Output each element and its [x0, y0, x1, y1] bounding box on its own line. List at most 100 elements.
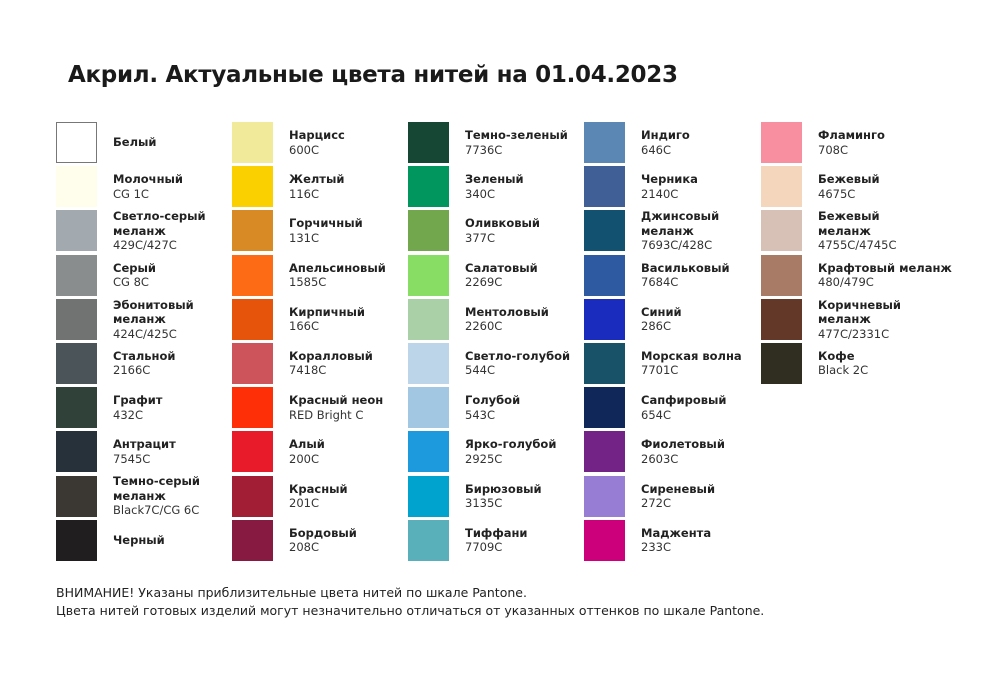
color-item: Сапфировый 654C: [584, 387, 760, 431]
color-name: Горчичный: [289, 216, 363, 231]
color-item: Красный неон RED Bright C: [232, 387, 408, 431]
color-swatch: [408, 342, 449, 384]
pantone-code: 2269C: [465, 275, 503, 290]
color-swatch: [584, 298, 625, 340]
pantone-code: 2260C: [465, 319, 503, 334]
pantone-code: 646C: [641, 142, 671, 157]
pantone-code: 7545C: [113, 451, 151, 466]
color-item: Черника 2140C: [584, 166, 760, 210]
color-name: Красный неон: [289, 393, 384, 408]
color-swatch: [56, 298, 97, 340]
color-name: Черника: [641, 172, 698, 187]
color-column: Белый Молочный CG 1C Светло-серый меланж 429C…: [56, 122, 232, 564]
color-item: Графит 432C: [56, 387, 232, 431]
pantone-code: 3135C: [465, 496, 503, 510]
color-name: Светло-серый меланж: [113, 209, 206, 238]
color-item: Черный: [56, 519, 232, 564]
color-swatch: [232, 298, 273, 340]
color-swatch: [408, 166, 449, 208]
color-item: Кирпичный 166C: [232, 298, 408, 343]
color-swatch: [761, 298, 802, 340]
color-item: Апельсиновый 1585C: [232, 254, 408, 299]
color-item: Стальной 2166C: [56, 342, 232, 387]
color-name: Апельсиновый: [289, 260, 386, 275]
color-name: Фиолетовый: [641, 437, 725, 452]
color-name: Белый: [113, 135, 157, 150]
pantone-code: 116C: [289, 186, 319, 201]
pantone-code: 1585C: [289, 275, 327, 290]
color-swatch: [408, 210, 449, 252]
pantone-code: 131C: [289, 230, 319, 245]
color-name: Темно-серый меланж: [113, 474, 200, 503]
color-item: Коричневый меланж 477C/2331C: [761, 298, 937, 343]
pantone-code: 201C: [289, 496, 319, 510]
color-swatch: [56, 210, 97, 252]
pantone-code: 4675C: [818, 186, 856, 201]
color-swatch: [408, 475, 449, 517]
color-item: Ярко-голубой 2925C: [408, 431, 584, 475]
color-column: Темно-зеленый 7736C Зеленый 340C Оливковый 37…: [408, 122, 584, 564]
color-name: Голубой: [465, 393, 521, 408]
color-item: Сиреневый 272C: [584, 475, 760, 520]
color-name: Ментоловый: [465, 304, 549, 319]
color-swatch: [56, 387, 97, 429]
pantone-code: 429C/427C: [113, 238, 177, 253]
color-item: Желтый 116C: [232, 166, 408, 210]
color-item: Синий 286C: [584, 298, 760, 343]
color-name: Синий: [641, 304, 682, 319]
color-swatch: [408, 431, 449, 473]
color-item: Бирюзовый 3135C: [408, 475, 584, 520]
color-item: Индиго 646C: [584, 122, 760, 166]
color-swatch: [232, 431, 273, 473]
color-item: Эбонитовый меланж 424C/425C: [56, 297, 232, 343]
color-item: Нарцисс 600C: [232, 122, 408, 166]
color-swatch: [56, 254, 97, 296]
color-swatch: [408, 387, 449, 429]
color-item: Васильковый 7684C: [584, 254, 760, 299]
color-swatch: [232, 166, 273, 208]
color-swatch: [408, 519, 449, 561]
pantone-code: 2925C: [465, 451, 503, 466]
color-swatch: [56, 342, 97, 384]
color-column: Индиго 646C Черника 2140C Джинсовый меланж 769…: [584, 122, 760, 564]
color-name: Красный: [289, 481, 348, 496]
color-name: Темно-зеленый: [465, 128, 568, 142]
color-item: Бежевый 4675C: [761, 166, 937, 210]
color-name: Джинсовый меланж: [641, 209, 720, 238]
pantone-code: 432C: [113, 407, 143, 422]
pantone-code: CG 8C: [113, 275, 149, 290]
color-swatch: [584, 519, 625, 561]
color-item: Красный 201C: [232, 475, 408, 520]
color-swatch: [584, 122, 625, 163]
color-name: Сиреневый: [641, 481, 716, 496]
pantone-code: 544C: [465, 363, 495, 378]
color-name: Графит: [113, 393, 163, 408]
color-name: Молочный: [113, 172, 183, 187]
pantone-code: 708C: [818, 142, 848, 157]
pantone-code: 477C/2331C: [818, 326, 890, 341]
color-item: Маджента 233C: [584, 519, 760, 564]
color-item: Фламинго 708C: [761, 122, 937, 166]
pantone-code: 480/479C: [818, 275, 874, 290]
pantone-code: Black 2C: [818, 363, 869, 378]
color-name: Светло-голубой: [465, 348, 571, 363]
color-swatch: [761, 254, 802, 296]
color-column: Фламинго 708C Бежевый 4675C Бежевый меланж 475…: [761, 122, 952, 387]
color-item: Белый: [56, 122, 232, 166]
color-swatch: [761, 342, 802, 384]
color-swatch: [56, 519, 97, 561]
color-name: Нарцисс: [289, 128, 345, 142]
color-name: Кирпичный: [289, 304, 365, 319]
pantone-code: 7684C: [641, 275, 679, 290]
color-item: Кофе Black 2C: [761, 342, 937, 387]
color-item: Тиффани 7709C: [408, 519, 584, 564]
color-name: Морская волна: [641, 348, 742, 363]
color-name: Эбонитовый меланж: [113, 297, 194, 327]
color-swatch: [408, 254, 449, 296]
pantone-code: 7709C: [465, 540, 503, 555]
color-name: Салатовый: [465, 260, 538, 275]
pantone-code: CG 1C: [113, 186, 149, 201]
color-name: Бежевый: [818, 172, 880, 187]
pantone-code: 286C: [641, 319, 671, 334]
color-name: Желтый: [289, 172, 345, 187]
